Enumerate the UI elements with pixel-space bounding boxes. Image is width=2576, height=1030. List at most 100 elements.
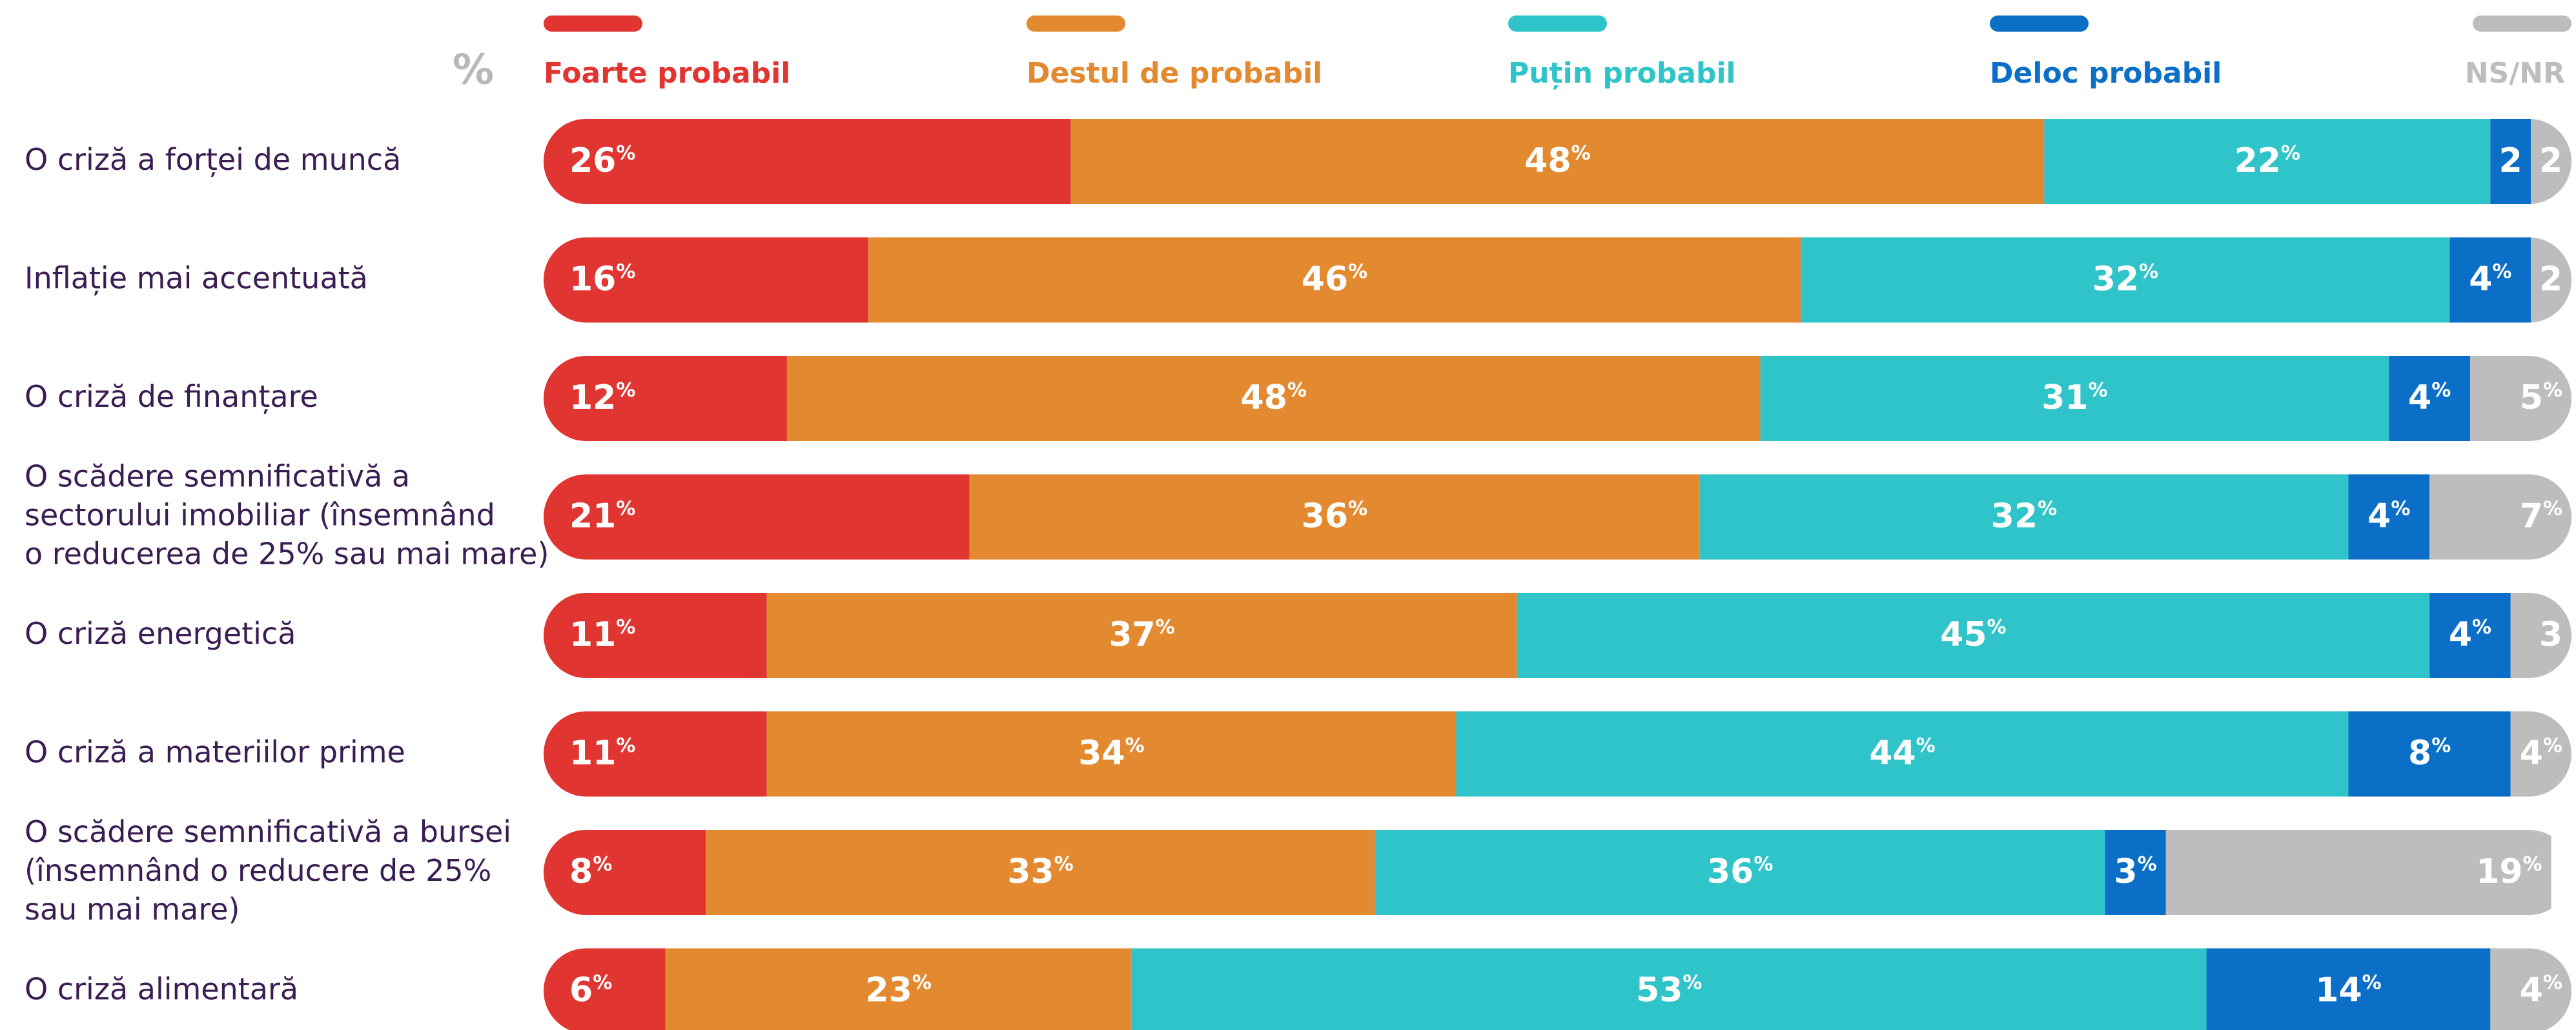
bar-row bbox=[544, 830, 2551, 915]
bar-segment bbox=[2105, 830, 2166, 915]
value-label: 33% bbox=[1007, 852, 1073, 891]
bar-segment bbox=[766, 711, 1457, 797]
value-label: 11% bbox=[569, 734, 635, 773]
bar-segment bbox=[2490, 119, 2531, 204]
value-label: 21% bbox=[569, 497, 635, 536]
legend-swatch bbox=[1508, 15, 1607, 32]
category-label: O scădere semnificativă a bursei (însemnâ… bbox=[25, 814, 511, 927]
bar-segment bbox=[786, 356, 1761, 441]
bar-segment bbox=[544, 474, 970, 560]
category-label: Inflație mai accentuată bbox=[25, 260, 368, 296]
legend-swatch bbox=[1990, 15, 2089, 32]
value-label: 34% bbox=[1078, 734, 1144, 773]
value-label: 8% bbox=[2408, 734, 2451, 773]
bar-segment bbox=[2389, 356, 2470, 441]
bar-row bbox=[544, 948, 2571, 1030]
bar-row bbox=[544, 356, 2571, 441]
value-label: 2 bbox=[2539, 141, 2562, 180]
bar-segment bbox=[544, 948, 666, 1030]
bar-segment bbox=[1070, 119, 2045, 204]
value-label: 7% bbox=[2520, 497, 2562, 536]
bar-row bbox=[544, 711, 2571, 797]
legend-label: Deloc probabil bbox=[1990, 57, 2222, 90]
value-label: 26% bbox=[569, 141, 635, 180]
value-label: 45% bbox=[1940, 615, 2006, 654]
value-label: 36% bbox=[1302, 497, 1367, 536]
bar-row bbox=[544, 593, 2571, 678]
value-label: 44% bbox=[1869, 734, 1935, 773]
value-label: 2 bbox=[2539, 260, 2562, 299]
bar-segment bbox=[2348, 474, 2430, 560]
legend-swatch bbox=[1027, 15, 1125, 32]
bar-segment bbox=[1375, 830, 2105, 915]
bar-segment bbox=[969, 474, 1700, 560]
value-label: 36% bbox=[1707, 852, 1773, 891]
bar-segment bbox=[544, 356, 787, 441]
value-label: 37% bbox=[1109, 615, 1174, 654]
category-label: O criză energetică bbox=[25, 616, 296, 651]
value-label: 31% bbox=[2041, 378, 2107, 417]
legend-label: Foarte probabil bbox=[544, 57, 790, 90]
category-label: O criză alimentară bbox=[25, 971, 298, 1006]
bar-segment bbox=[544, 237, 868, 323]
bar-segment bbox=[1801, 237, 2450, 323]
bar-segment bbox=[868, 237, 1801, 323]
value-label: 4% bbox=[2520, 734, 2562, 773]
value-label: 32% bbox=[2092, 260, 2158, 299]
value-label: 4% bbox=[2367, 497, 2410, 536]
value-label: 48% bbox=[1241, 378, 1307, 417]
value-label: 4% bbox=[2469, 260, 2511, 299]
value-label: 14% bbox=[2315, 971, 2381, 1010]
bar-segment bbox=[2429, 474, 2571, 560]
value-label: 32% bbox=[1991, 497, 2057, 536]
bar-row bbox=[544, 237, 2571, 323]
bar-segment bbox=[1699, 474, 2349, 560]
bar-segment bbox=[1456, 711, 2349, 797]
value-label: 19% bbox=[2476, 852, 2542, 891]
legend-label: NS/NR bbox=[2465, 57, 2565, 90]
bar-segment bbox=[544, 711, 767, 797]
value-label: 53% bbox=[1636, 971, 1702, 1010]
category-label: O criză de finanțare bbox=[25, 379, 318, 415]
value-label: 2 bbox=[2499, 141, 2522, 180]
bar-segment bbox=[1760, 356, 2389, 441]
bar-segment bbox=[2429, 593, 2511, 678]
legend-swatch bbox=[2473, 15, 2571, 32]
bar-segment bbox=[766, 593, 1517, 678]
value-label: 4% bbox=[2449, 615, 2491, 654]
bar-segment bbox=[2469, 356, 2571, 441]
value-label: 4% bbox=[2408, 378, 2451, 417]
bar-segment bbox=[2165, 830, 2551, 915]
bar-segment bbox=[2044, 119, 2491, 204]
value-label: 8% bbox=[569, 852, 612, 891]
value-label: 23% bbox=[865, 971, 931, 1010]
value-label: 3% bbox=[2114, 852, 2157, 891]
value-label: 6% bbox=[569, 971, 612, 1010]
value-label: 5% bbox=[2520, 378, 2562, 417]
bar-segment bbox=[1517, 593, 2430, 678]
bar-segment bbox=[1131, 948, 2207, 1030]
bar-segment bbox=[665, 948, 1132, 1030]
bar-segment bbox=[2348, 711, 2511, 797]
bar-segment bbox=[544, 830, 706, 915]
value-label: 16% bbox=[569, 260, 635, 299]
value-label: 12% bbox=[569, 378, 635, 417]
value-label: 11% bbox=[569, 615, 635, 654]
bar-segment bbox=[706, 830, 1375, 915]
bar-segment bbox=[544, 593, 767, 678]
bar-segment bbox=[2449, 237, 2531, 323]
legend-label: Destul de probabil bbox=[1027, 57, 1322, 90]
bar-segment bbox=[2206, 948, 2491, 1030]
value-label: 3 bbox=[2539, 615, 2562, 654]
legend-label: Puțin probabil bbox=[1508, 57, 1736, 90]
category-label: O scădere semnificativă a sectorului imob… bbox=[25, 458, 549, 571]
category-label: O criză a materiilor prime bbox=[25, 734, 405, 769]
bar-row bbox=[544, 119, 2571, 204]
bar-row bbox=[544, 474, 2571, 560]
value-label: 22% bbox=[2234, 141, 2300, 180]
value-label: 48% bbox=[1524, 141, 1590, 180]
bar-segment bbox=[2490, 948, 2571, 1030]
unit-label: % bbox=[453, 46, 494, 94]
